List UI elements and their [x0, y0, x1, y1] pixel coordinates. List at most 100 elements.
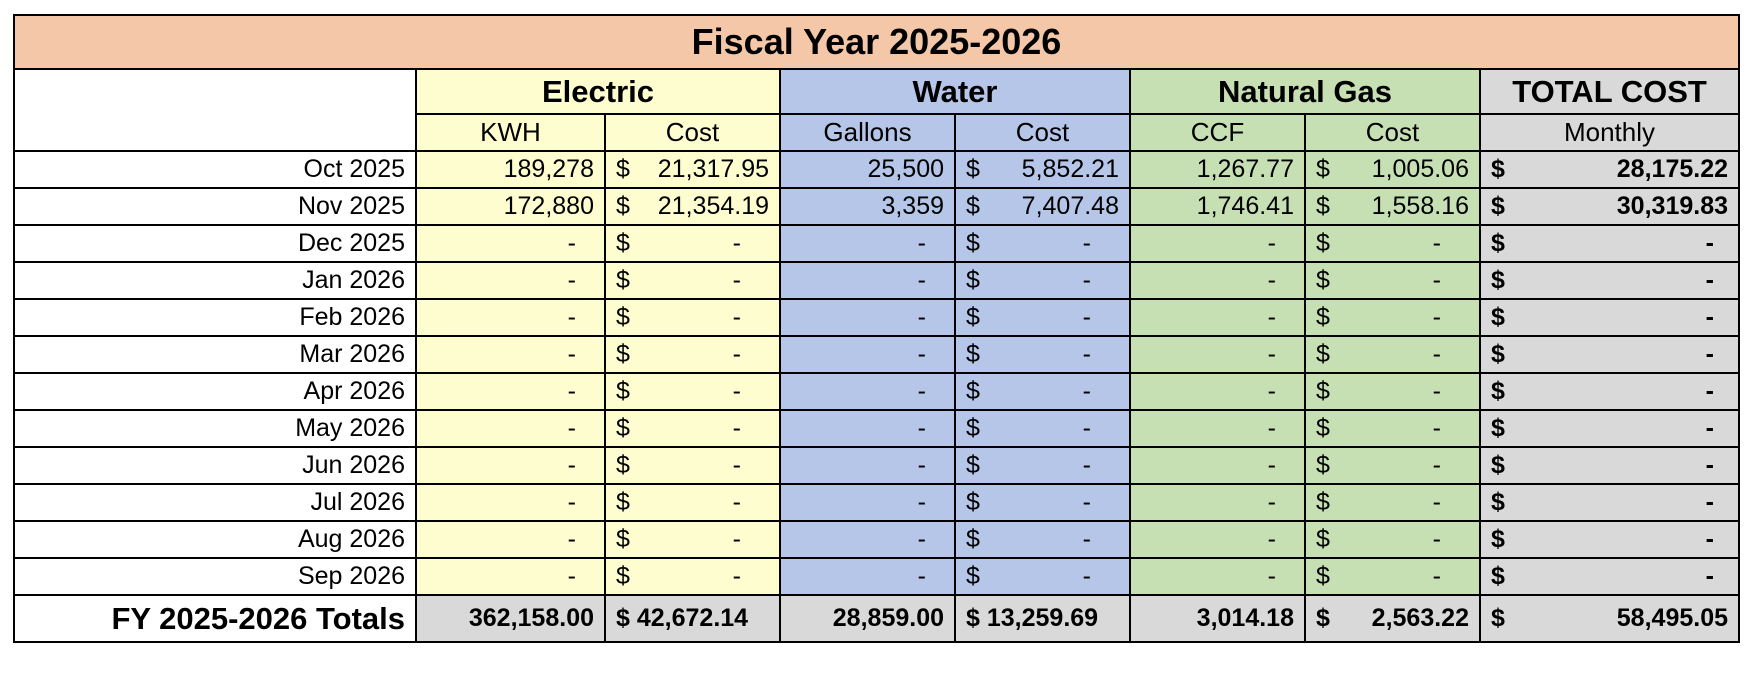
cell-gas-cost: $1,558.16 — [1304, 187, 1481, 226]
table-row: Jul 2026- $ - - $ - - $ - $ - — [13, 483, 1740, 522]
currency-symbol: $ — [616, 488, 630, 516]
cell-water-cost: $ - — [954, 483, 1131, 522]
cell-gas-cost-value: - — [1432, 266, 1441, 294]
col-header-gallons: Gallons — [779, 113, 956, 152]
cell-total-cost: $ - — [1479, 520, 1740, 559]
col-header-kwh: KWH — [415, 113, 606, 152]
totals-gas-cost: $ 2,563.22 — [1304, 594, 1481, 643]
cell-total-cost-value: - — [1705, 451, 1714, 479]
currency-symbol: $ — [1316, 155, 1330, 183]
cell-kwh: - — [415, 520, 606, 559]
fiscal-year-utility-table: Fiscal Year 2025-2026 Electric Water Nat… — [13, 14, 1740, 643]
cell-water-cost-value: - — [1082, 266, 1091, 294]
cell-total-cost-value: - — [1705, 525, 1714, 553]
cell-water-cost: $ - — [954, 520, 1131, 559]
currency-symbol: $ — [1491, 414, 1505, 442]
currency-symbol: $ — [966, 192, 980, 220]
cell-gas-cost-value: - — [1432, 377, 1441, 405]
cell-gallons: - — [779, 298, 956, 337]
currency-symbol: $ — [1491, 192, 1505, 220]
month-label: Oct 2025 — [13, 150, 417, 189]
cell-total-cost: $ - — [1479, 557, 1740, 596]
cell-gallons: - — [779, 409, 956, 448]
cell-total-cost-value: - — [1705, 562, 1714, 590]
currency-symbol: $ — [1316, 451, 1330, 479]
cell-water-cost: $ - — [954, 446, 1131, 485]
cell-kwh: - — [415, 298, 606, 337]
cell-ccf: - — [1129, 446, 1306, 485]
table-row: Aug 2026- $ - - $ - - $ - $ - — [13, 520, 1740, 559]
cell-ccf: - — [1129, 483, 1306, 522]
currency-symbol: $ — [966, 303, 980, 331]
currency-symbol: $ — [1491, 525, 1505, 553]
cell-electric-cost-value: - — [732, 488, 741, 516]
cell-water-cost-value: - — [1082, 451, 1091, 479]
currency-symbol: $ — [616, 562, 630, 590]
cell-water-cost-value: - — [1082, 340, 1091, 368]
currency-symbol: $ — [616, 377, 630, 405]
col-header-water-cost: Cost — [954, 113, 1131, 152]
currency-symbol: $ — [1491, 451, 1505, 479]
cell-total-cost: $ - — [1479, 446, 1740, 485]
cell-electric-cost-value: - — [732, 525, 741, 553]
table-title: Fiscal Year 2025-2026 — [13, 14, 1740, 70]
currency-symbol: $ — [1316, 229, 1330, 257]
cell-total-cost-value: 30,319.83 — [1616, 192, 1728, 220]
cell-ccf: - — [1129, 261, 1306, 300]
currency-symbol: $ — [966, 488, 980, 516]
cell-electric-cost: $21,354.19 — [604, 187, 781, 226]
cell-total-cost: $ - — [1479, 335, 1740, 374]
cell-gas-cost: $ - — [1304, 224, 1481, 263]
totals-total-cost-value: 58,495.05 — [1616, 604, 1728, 632]
cell-kwh: - — [415, 483, 606, 522]
col-header-gas-cost: Cost — [1304, 113, 1481, 152]
cell-ccf: 1,746.41 — [1129, 187, 1306, 226]
cell-electric-cost-value: - — [732, 377, 741, 405]
cell-total-cost: $ - — [1479, 261, 1740, 300]
currency-symbol: $ — [966, 525, 980, 553]
totals-electric-cost: $ 42,672.14 — [604, 594, 781, 643]
currency-symbol: $ — [1491, 377, 1505, 405]
table-row: Dec 2025- $ - - $ - - $ - $ - — [13, 224, 1740, 263]
currency-symbol: $ — [1316, 340, 1330, 368]
cell-electric-cost: $ - — [604, 224, 781, 263]
table-row: Feb 2026- $ - - $ - - $ - $ - — [13, 298, 1740, 337]
month-label: Jul 2026 — [13, 483, 417, 522]
month-label: Nov 2025 — [13, 187, 417, 226]
group-header-total-cost: TOTAL COST — [1479, 68, 1740, 115]
cell-gas-cost-value: 1,558.16 — [1371, 192, 1469, 220]
cell-kwh: - — [415, 446, 606, 485]
cell-ccf: - — [1129, 520, 1306, 559]
col-header-monthly: Monthly — [1479, 113, 1740, 152]
totals-gallons: 28,859.00 — [779, 594, 956, 643]
cell-electric-cost-value: 21,317.95 — [657, 155, 769, 183]
cell-gas-cost-value: - — [1432, 229, 1441, 257]
cell-kwh: - — [415, 261, 606, 300]
cell-water-cost: $7,407.48 — [954, 187, 1131, 226]
cell-gas-cost: $ - — [1304, 372, 1481, 411]
month-label: Jun 2026 — [13, 446, 417, 485]
cell-total-cost-value: - — [1705, 414, 1714, 442]
currency-symbol: $ — [1316, 266, 1330, 294]
cell-kwh: - — [415, 224, 606, 263]
cell-gas-cost: $ - — [1304, 520, 1481, 559]
cell-water-cost: $ - — [954, 261, 1131, 300]
currency-symbol: $ — [1491, 488, 1505, 516]
cell-kwh: - — [415, 557, 606, 596]
cell-ccf: - — [1129, 372, 1306, 411]
cell-total-cost: $ - — [1479, 298, 1740, 337]
cell-gas-cost: $ - — [1304, 261, 1481, 300]
group-header-electric: Electric — [415, 68, 781, 115]
totals-water-cost: $ 13,259.69 — [954, 594, 1131, 643]
month-label: Dec 2025 — [13, 224, 417, 263]
currency-symbol: $ — [966, 414, 980, 442]
cell-water-cost-value: - — [1082, 562, 1091, 590]
cell-water-cost: $5,852.21 — [954, 150, 1131, 189]
currency-symbol: $ — [966, 340, 980, 368]
cell-electric-cost: $ - — [604, 557, 781, 596]
cell-gas-cost-value: - — [1432, 414, 1441, 442]
cell-water-cost-value: - — [1082, 377, 1091, 405]
month-label: May 2026 — [13, 409, 417, 448]
cell-electric-cost: $ - — [604, 483, 781, 522]
currency-symbol: $ — [616, 525, 630, 553]
